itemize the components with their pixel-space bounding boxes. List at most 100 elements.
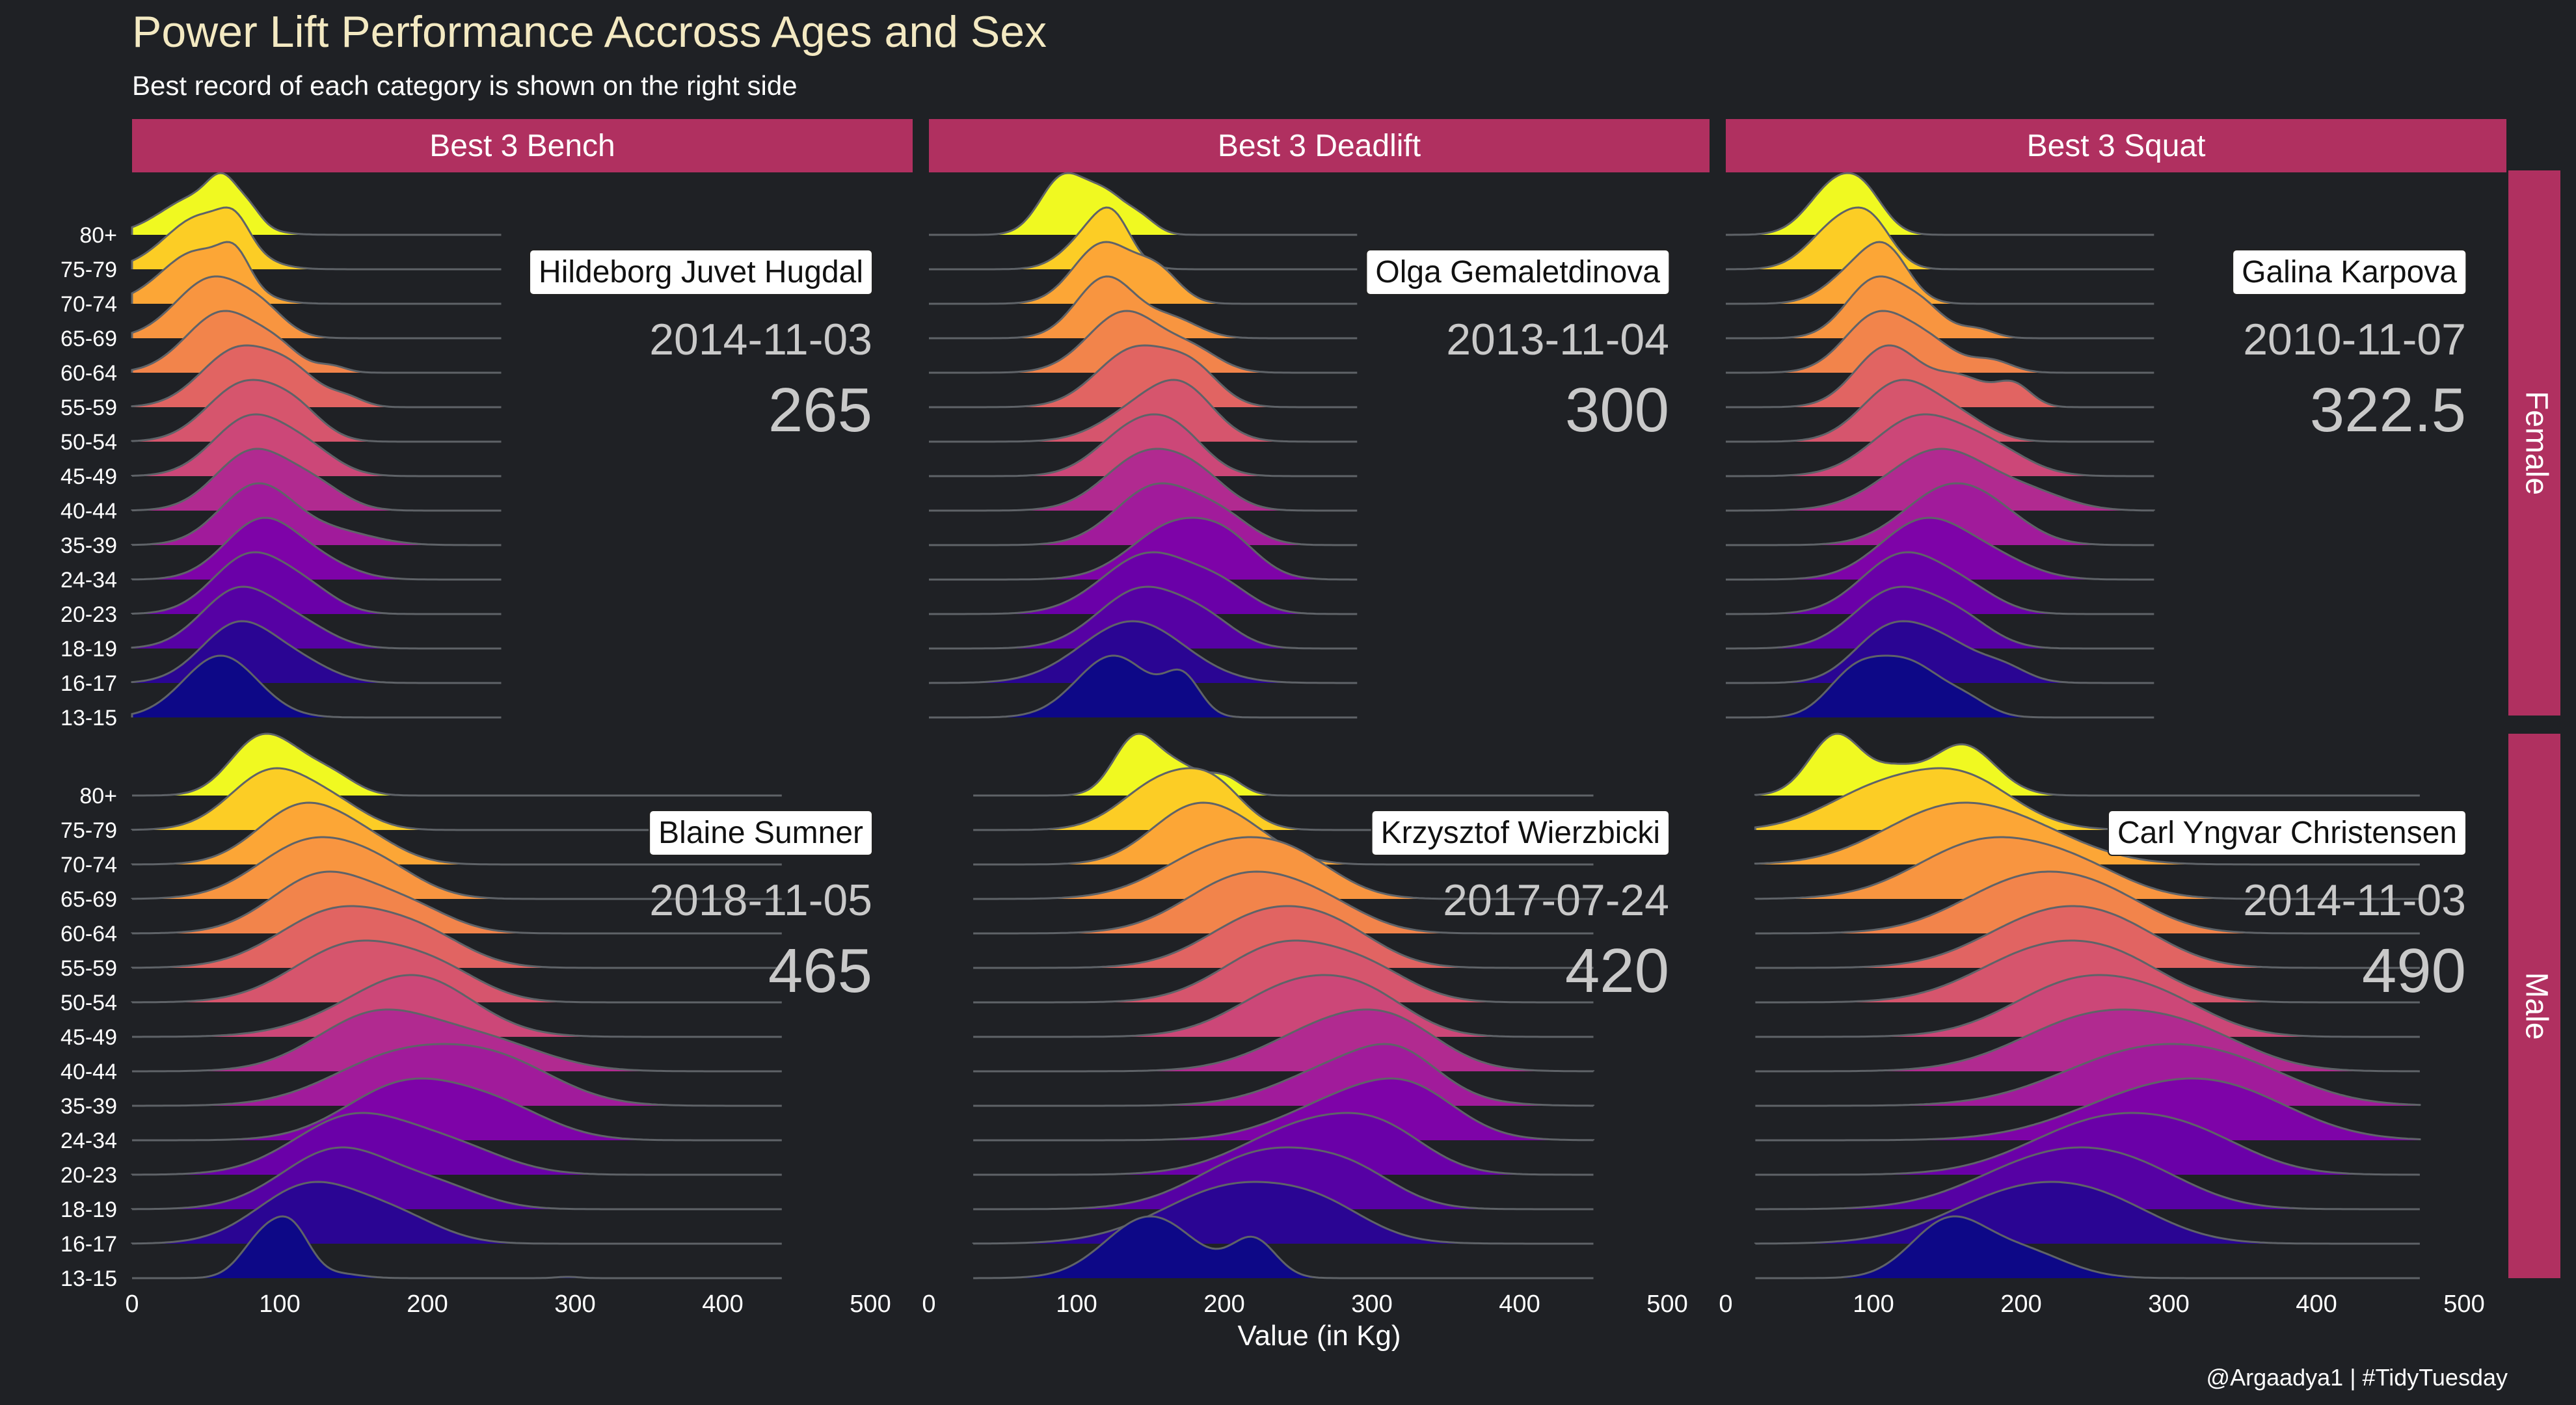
ridge-60-64 (131, 870, 782, 935)
ridge-80+ (132, 732, 782, 797)
facet-strip-best-3-bench: Best 3 Bench (132, 119, 913, 172)
record-date: 2014-11-03 (2243, 876, 2466, 925)
ridge-35-39 (1726, 482, 2154, 546)
record-female-best-3-squat: Galina Karpova 2010-11-07 322.5 (2232, 249, 2467, 445)
record-value: 265 (768, 375, 872, 445)
ridge-70-74 (1726, 241, 2154, 305)
ridge-55-59 (131, 905, 782, 969)
y-tick-label: 45-49 (60, 1025, 117, 1050)
ridge-40-44 (1726, 448, 2155, 512)
ridge-13-15 (929, 654, 1358, 719)
y-tick-label: 18-19 (60, 1198, 117, 1222)
ridge-40-44 (1755, 1008, 2420, 1073)
y-tick-label: 60-64 (60, 361, 117, 386)
facet-panels (131, 172, 2421, 1279)
record-date: 2018-11-05 (649, 876, 872, 925)
record-holder-name: Carl Yngvar Christensen (2117, 816, 2457, 850)
ridge-13-15 (132, 1215, 782, 1279)
record-name-box (1371, 810, 1670, 856)
ridge-50-54 (1755, 939, 2420, 1004)
y-tick-label: 35-39 (60, 533, 117, 558)
x-tick-label: 500 (850, 1291, 891, 1318)
ridge-18-19 (973, 1146, 1594, 1211)
ridge-35-39 (132, 1043, 782, 1107)
ridge-55-59 (929, 344, 1358, 408)
facet-strip-female: Female (2508, 170, 2560, 716)
ridge-18-19 (929, 585, 1358, 650)
x-tick-label: 100 (1056, 1291, 1097, 1318)
record-male-best-3-deadlift: Krzysztof Wierzbicki 2017-07-24 420 (1371, 810, 1670, 1006)
y-tick-label: 24-34 (60, 1129, 117, 1153)
ridge-13-15 (131, 654, 502, 719)
panel-female-best-3-bench (131, 172, 502, 719)
y-tick-label: 75-79 (60, 258, 117, 282)
facet-strips-lift: Best 3 Bench Best 3 Deadlift Best 3 Squat (132, 119, 2506, 172)
ridge-20-23 (1755, 1112, 2420, 1176)
ridge-80+ (929, 172, 1358, 236)
ridge-45-49 (131, 413, 502, 477)
chart-title: Power Lift Performance Accross Ages and … (132, 7, 1047, 57)
record-value: 322.5 (2310, 375, 2466, 445)
ridge-70-74 (929, 241, 1358, 305)
y-axis-labels: 13-15 16-17 18-19 20-23 24-34 35-39 40-44 45-49… (60, 223, 117, 1291)
x-tick-label: 400 (1499, 1291, 1540, 1318)
y-tick-label: 50-54 (60, 430, 117, 455)
ridge-50-54 (131, 939, 782, 1004)
record-annotations: Hildeborg Juvet Hugdal 2014-11-03 265 Olga … (529, 249, 2467, 1006)
ridge-65-69 (973, 836, 1594, 900)
facet-strip-label: Best 3 Squat (2027, 129, 2206, 163)
record-date: 2017-07-24 (1443, 876, 1669, 925)
y-tick-label: 70-74 (60, 853, 117, 877)
y-tick-label: 65-69 (60, 887, 117, 912)
record-date: 2010-11-07 (2243, 315, 2466, 364)
record-value: 465 (768, 936, 872, 1006)
ridge-60-64 (1726, 310, 2154, 374)
y-tick-label: 75-79 (60, 818, 117, 843)
ridge-45-49 (929, 413, 1358, 477)
y-tick-label: 80+ (79, 784, 117, 809)
record-male-best-3-bench: Blaine Sumner 2018-11-05 465 (649, 810, 874, 1006)
y-tick-label: 20-23 (60, 602, 117, 627)
y-tick-label: 40-44 (60, 1060, 117, 1084)
facet-strip-best-3-deadlift: Best 3 Deadlift (929, 119, 1710, 172)
ridge-45-49 (132, 974, 782, 1038)
x-tick-label: 0 (1719, 1291, 1732, 1318)
ridge-65-69 (1754, 836, 2420, 900)
ridge-24-34 (1726, 516, 2154, 581)
record-holder-name: Krzysztof Wierzbicki (1381, 816, 1660, 850)
x-tick-label: 300 (554, 1291, 595, 1318)
ridge-13-15 (1726, 654, 2154, 719)
y-tick-label: 16-17 (60, 1232, 117, 1257)
x-tick-label: 300 (2148, 1291, 2189, 1318)
ridge-45-49 (1726, 413, 2154, 477)
ridge-40-44 (131, 448, 502, 512)
y-tick-label: 13-15 (60, 706, 117, 730)
ridge-18-19 (1755, 1146, 2420, 1211)
chart-subtitle: Best record of each category is shown on… (132, 70, 798, 101)
ridge-50-54 (131, 379, 502, 443)
x-axis-title: Value (in Kg) (1237, 1320, 1401, 1352)
ridge-24-34 (131, 516, 502, 581)
facet-strip-best-3-squat: Best 3 Squat (1726, 119, 2506, 172)
facet-strips-sex: Female Male (2508, 170, 2560, 1278)
panel-male-best-3-squat (1754, 732, 2421, 1279)
y-tick-label: 24-34 (60, 568, 117, 593)
record-value: 300 (1565, 375, 1669, 445)
y-tick-label: 65-69 (60, 327, 117, 351)
record-holder-name: Hildeborg Juvet Hugdal (539, 255, 863, 289)
record-name-box (2232, 249, 2467, 295)
y-tick-label: 45-49 (60, 464, 117, 489)
x-tick-label: 0 (125, 1291, 139, 1318)
ridge-55-59 (973, 905, 1594, 969)
record-male-best-3-squat: Carl Yngvar Christensen 2014-11-03 490 (2107, 810, 2467, 1006)
ridge-45-49 (973, 974, 1594, 1038)
x-tick-label: 200 (2000, 1291, 2041, 1318)
ridge-50-54 (1726, 379, 2154, 443)
record-name-box (1365, 249, 1670, 295)
record-holder-name: Olga Gemaletdinova (1375, 255, 1660, 289)
facet-strip-label: Male (2519, 972, 2553, 1039)
ridge-40-44 (973, 1008, 1594, 1073)
ridge-60-64 (929, 310, 1358, 374)
ridge-16-17 (1726, 620, 2154, 684)
